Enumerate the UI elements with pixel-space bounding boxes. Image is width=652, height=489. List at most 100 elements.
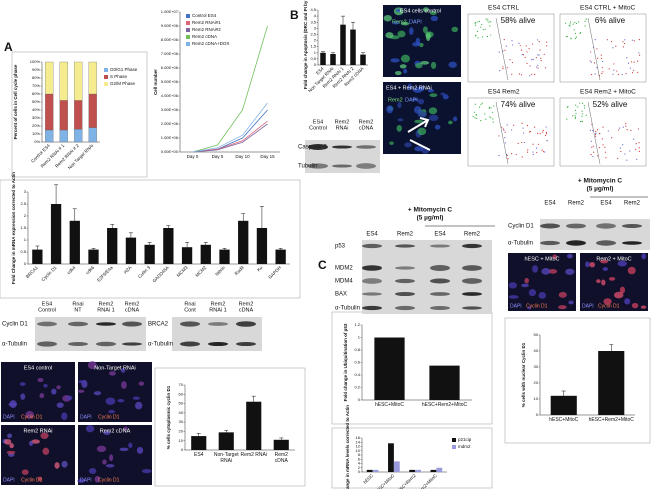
blot-band — [430, 278, 450, 284]
error-bar — [321, 51, 325, 53]
bar — [238, 220, 249, 264]
error-bar — [561, 390, 566, 396]
facs-event — [474, 117, 476, 119]
x-tick-label: cdk4 — [66, 265, 77, 276]
y-tick-label: 9.00E+06 — [161, 23, 179, 28]
facs-event — [482, 29, 484, 31]
blot-band — [180, 341, 200, 347]
error-bar — [361, 52, 365, 55]
cell — [103, 430, 111, 435]
y-tick-label: 0.6 — [354, 360, 360, 365]
blot-band — [208, 341, 228, 347]
facs-event — [540, 60, 542, 62]
image-title: ES4 + Rem2 RNAi — [386, 85, 432, 91]
facs-event — [566, 118, 568, 120]
facs-event — [618, 73, 620, 76]
cell — [430, 15, 439, 22]
cell — [558, 291, 567, 298]
legend-swatch — [104, 82, 108, 86]
facs-event — [484, 28, 486, 30]
row-label: MDM4 — [335, 279, 353, 285]
facs-event — [623, 42, 626, 45]
legend-swatch — [186, 28, 190, 32]
cell — [641, 253, 646, 260]
facs-event — [593, 62, 596, 64]
facs-event — [581, 120, 583, 122]
blot — [540, 219, 650, 250]
facs-event — [526, 51, 528, 53]
legend-swatch — [104, 75, 108, 79]
bar — [45, 93, 54, 131]
cell — [414, 146, 424, 152]
blot-band — [596, 240, 616, 246]
stain-label: Cyclin D1 — [21, 414, 43, 420]
facs-event — [633, 69, 635, 71]
facs-event — [546, 133, 548, 135]
panel-frame — [154, 367, 306, 487]
y-tick-label: 0.5 — [20, 249, 26, 254]
y-tick-label: 1.2 — [354, 322, 360, 327]
facs-event — [638, 147, 640, 149]
facs-event — [638, 142, 640, 144]
y-tick-label: 50 — [179, 401, 184, 406]
facs-event — [622, 144, 624, 146]
y-tick-label: 3,5 — [310, 19, 316, 24]
cell — [448, 61, 457, 68]
facs-event — [503, 129, 505, 131]
error-bar — [609, 344, 614, 351]
cell — [428, 114, 439, 122]
cell — [558, 305, 567, 310]
x-tick-label: ES4 — [194, 452, 204, 458]
x-tick-label: Rad9 — [234, 265, 245, 276]
cell — [524, 277, 529, 284]
facs-event — [627, 62, 630, 64]
y-tick-label: 20 — [534, 380, 539, 385]
facs-event — [601, 72, 603, 75]
y-tick-label: 0 — [358, 469, 361, 474]
facs-event — [617, 157, 619, 160]
facs-event — [521, 141, 523, 144]
cell — [548, 269, 558, 274]
facs-event — [537, 54, 539, 56]
blot-band — [236, 341, 256, 347]
y-tick-label: 1.5 — [20, 225, 26, 230]
error-bar — [331, 52, 335, 54]
facs-event — [488, 21, 490, 23]
cell — [404, 142, 412, 148]
facs-event — [581, 102, 584, 104]
x-tick-label: Non-Target RNAi — [213, 452, 239, 464]
stain-label: DAPI — [3, 477, 15, 483]
facs-event — [574, 37, 577, 40]
facs-alive: 74% alive — [501, 100, 536, 109]
cell — [417, 98, 425, 105]
facs-event — [598, 147, 601, 149]
facs-event — [525, 45, 527, 47]
y-axis-label: Fold Change in mRNA expression corrected… — [11, 172, 16, 284]
blot-band — [332, 145, 352, 149]
facs-event — [504, 136, 506, 139]
error-bar — [251, 395, 256, 402]
x-tick-label: GAPDH — [267, 265, 282, 280]
facs-event — [625, 125, 627, 127]
cell — [78, 380, 87, 384]
cell — [429, 10, 437, 16]
facs-event — [531, 73, 533, 75]
legend-label: Rem2 cDNA — [192, 34, 217, 39]
cell — [619, 286, 626, 294]
facs-event — [595, 130, 597, 132]
cell — [61, 460, 68, 468]
bar — [360, 54, 366, 65]
facs-event — [511, 40, 513, 42]
cell — [77, 389, 85, 393]
y-tick-label: 60 — [179, 391, 184, 396]
facs-event — [596, 66, 598, 69]
image-title: Rem2 RNAi — [23, 428, 52, 434]
lane-label: cDNA — [359, 125, 374, 131]
cell — [430, 61, 437, 69]
legend-swatch — [186, 14, 190, 18]
bar — [88, 93, 97, 128]
y-tick-label: 5.00E+06 — [161, 79, 179, 84]
facs-event — [613, 63, 615, 65]
cell — [383, 14, 392, 22]
y-tick-label: 8.00E+06 — [161, 37, 179, 42]
